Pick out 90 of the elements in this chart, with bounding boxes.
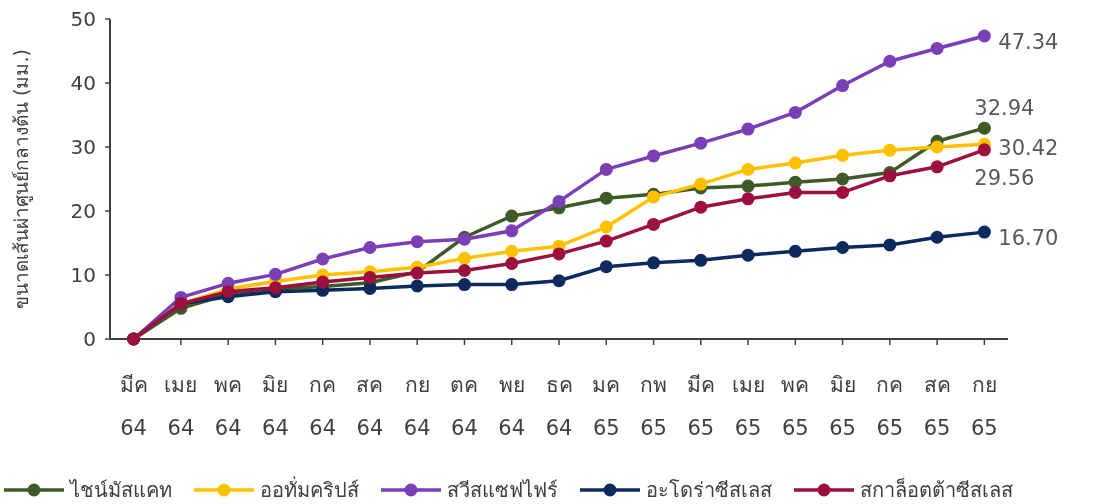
point: [694, 177, 708, 191]
point: [977, 121, 991, 135]
point: [930, 41, 944, 55]
legend-label: สวีสแซฟไฟร์: [447, 478, 558, 502]
point: [552, 274, 566, 288]
point: [836, 148, 850, 162]
point: [316, 275, 330, 289]
point: [457, 251, 471, 265]
x-tick-label: สค 64: [356, 373, 384, 440]
point: [410, 279, 424, 293]
point: [647, 256, 661, 270]
point: [741, 122, 755, 136]
point: [836, 79, 850, 93]
x-tick-label: กค 64: [309, 373, 337, 440]
point: [505, 224, 519, 238]
legend-label: ไชน์มัสแคท: [68, 478, 172, 502]
point: [694, 253, 708, 267]
point: [741, 179, 755, 193]
x-tick-label: มิย 65: [829, 373, 856, 440]
point: [836, 185, 850, 199]
point: [505, 209, 519, 223]
point: [599, 260, 613, 274]
legend-label: อะโดร่าซีสเลส: [646, 478, 772, 502]
point: [505, 256, 519, 270]
point: [316, 252, 330, 266]
data-label: 47.34: [998, 30, 1059, 55]
point: [741, 162, 755, 176]
data-label: 29.56: [974, 165, 1035, 190]
point: [788, 156, 802, 170]
x-tick-label: กค 65: [876, 373, 904, 440]
x-tick-label: มิย 64: [262, 373, 289, 440]
data-label: 32.94: [974, 96, 1035, 121]
point: [599, 191, 613, 205]
x-tick-label: ธค 64: [545, 373, 573, 440]
point: [836, 240, 850, 254]
point: [457, 278, 471, 292]
point: [647, 217, 661, 231]
x-tick-label: เมย 65: [731, 373, 765, 440]
point: [930, 160, 944, 174]
point: [741, 248, 755, 262]
point: [883, 238, 897, 252]
x-tick-label: มีค 64: [119, 373, 148, 440]
point: [741, 192, 755, 206]
y-tick-label: 0: [83, 327, 96, 351]
point: [505, 244, 519, 258]
point: [883, 54, 897, 68]
point: [647, 149, 661, 163]
point: [977, 225, 991, 239]
point: [363, 240, 377, 254]
y-tick-label: 20: [70, 199, 96, 223]
legend-label: สกาล็อตต้าซีสเลส: [860, 477, 1013, 502]
x-tick-label: มีค 65: [686, 373, 715, 440]
y-tick-label: 30: [70, 135, 96, 159]
y-tick-label: 10: [70, 263, 96, 287]
point: [977, 29, 991, 43]
y-tick-label: 40: [70, 71, 96, 95]
point: [930, 140, 944, 154]
point: [552, 194, 566, 208]
point: [268, 267, 282, 281]
point: [977, 143, 991, 157]
point: [788, 185, 802, 199]
point: [552, 247, 566, 261]
x-tick-label: พค 64: [214, 373, 243, 440]
y-tick-label: 50: [70, 7, 96, 31]
point: [457, 264, 471, 278]
x-tick-label: พย 64: [498, 373, 526, 440]
point: [505, 278, 519, 292]
point: [788, 105, 802, 119]
point: [788, 244, 802, 258]
point: [599, 234, 613, 248]
x-tick-label: มค 65: [592, 373, 621, 440]
data-label: 30.42: [998, 136, 1059, 161]
point: [410, 235, 424, 249]
x-tick-label: กย 64: [403, 373, 431, 440]
data-label: 16.70: [998, 226, 1059, 251]
point: [883, 143, 897, 157]
x-tick-label: กพ 65: [640, 373, 668, 440]
x-tick-label: เมย 64: [164, 373, 198, 440]
x-tick-label: สค 65: [923, 373, 951, 440]
point: [930, 230, 944, 244]
point: [836, 172, 850, 186]
x-tick-label: ตค 64: [450, 373, 479, 440]
point: [599, 162, 613, 176]
x-tick-label: พค 65: [781, 373, 810, 440]
x-tick-label: กย 65: [971, 373, 998, 440]
point: [694, 136, 708, 150]
point: [694, 200, 708, 214]
point: [599, 220, 613, 234]
y-axis-title: ขนาดเส้นผ่าศูนย์กลางต้น (มม.): [10, 49, 33, 309]
legend-label: ออทั่มคริปส์: [260, 476, 359, 502]
